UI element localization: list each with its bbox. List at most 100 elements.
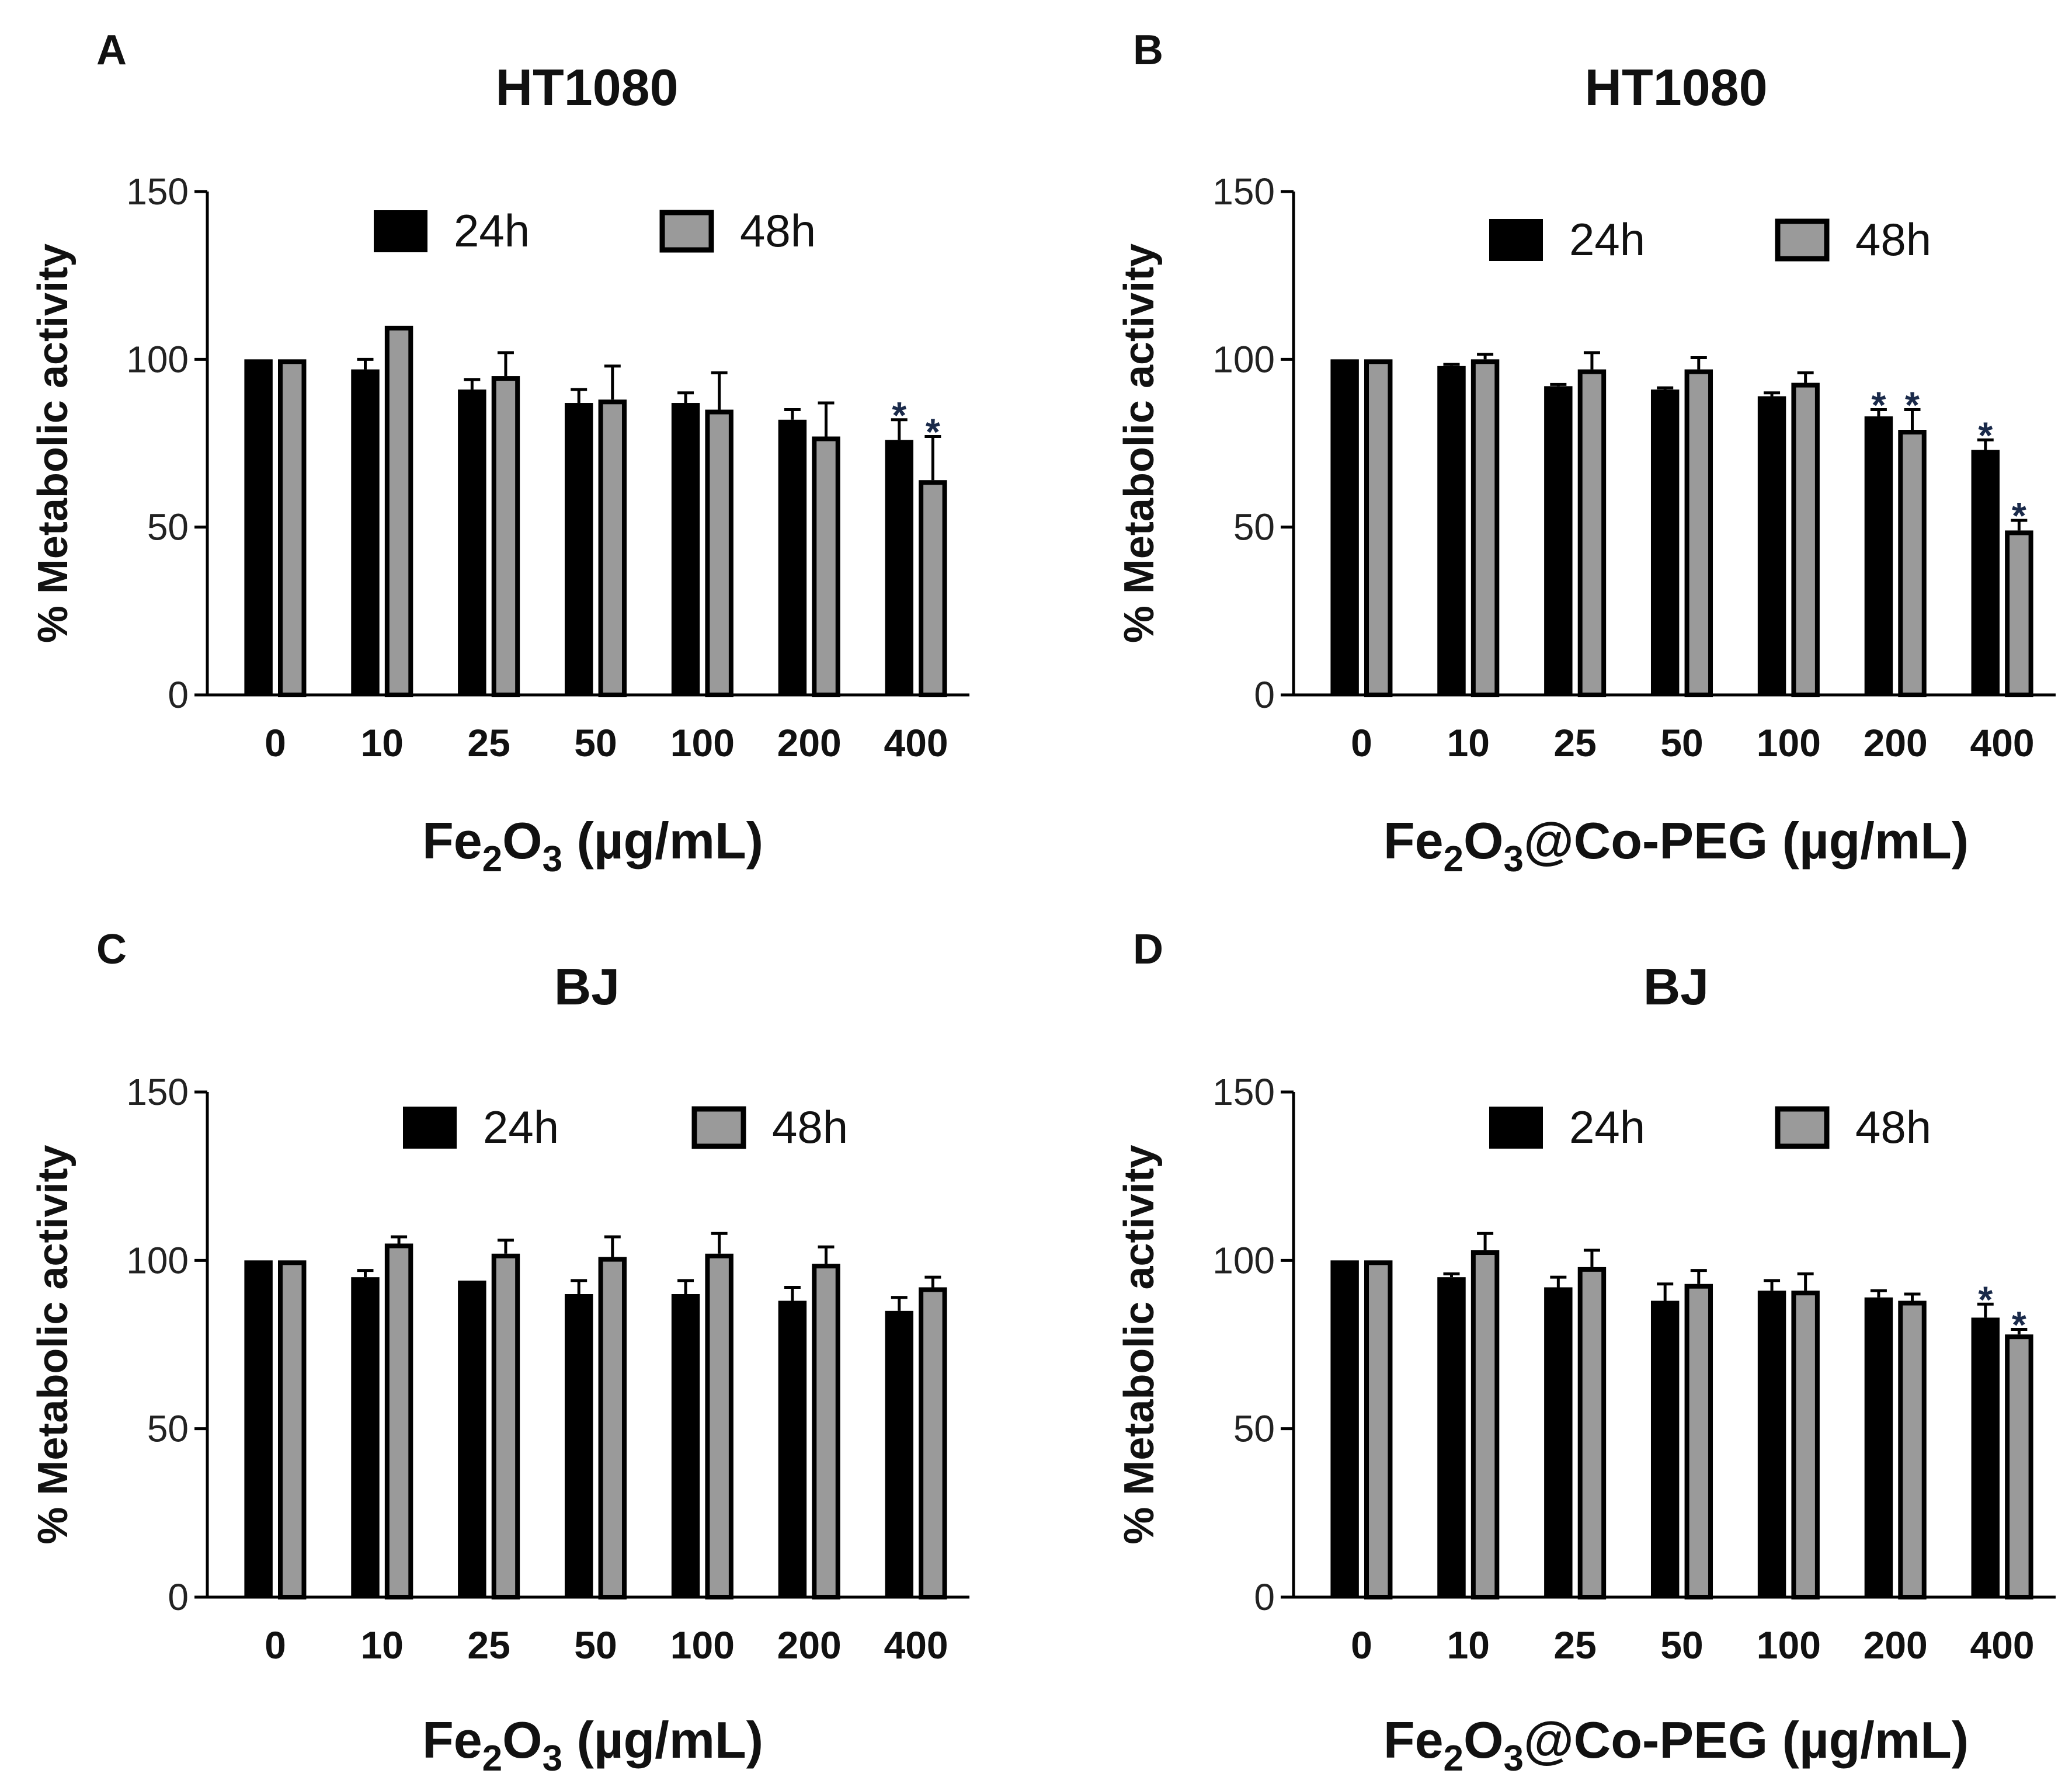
bar-24h-200 — [778, 1300, 807, 1597]
bar-24h-100 — [1757, 396, 1786, 695]
x-tick-label: 50 — [1660, 1623, 1703, 1667]
x-tick-label: 25 — [467, 1623, 510, 1667]
x-axis-label: Fe2O3@Co-PEG (µg/mL) — [1383, 1711, 1969, 1779]
x-tick-label: 25 — [1553, 721, 1596, 764]
bar-48h-100 — [1791, 1291, 1820, 1600]
y-tick-label: 0 — [1254, 674, 1275, 716]
panel-a: A HT1080 0 50 100 150 % Metabolic activity 0 10 2… — [30, 27, 969, 879]
x-tick-label: 0 — [265, 1623, 286, 1667]
x-tick-label: 0 — [265, 721, 286, 764]
legend-swatch-48h — [659, 210, 714, 253]
bar-24h-100 — [1757, 1291, 1786, 1597]
bar-48h-10 — [1470, 359, 1500, 697]
bar-48h-25 — [1577, 1267, 1607, 1600]
legend-label-48h: 48h — [772, 1101, 848, 1153]
x-tick-label: 100 — [670, 721, 735, 764]
panel-letter: A — [96, 27, 127, 74]
bar-24h-10 — [351, 1277, 380, 1597]
x-tick-label: 25 — [467, 721, 510, 764]
panel-letter: B — [1133, 27, 1163, 74]
bar-24h-100 — [671, 1294, 700, 1597]
x-tick-label: 200 — [777, 721, 842, 764]
x-axis-label-sub2: 3 — [1503, 1738, 1523, 1779]
x-tick-label: 10 — [1447, 1623, 1490, 1667]
legend-label-24h: 24h — [1569, 214, 1645, 265]
x-axis-label-prefix: Fe — [422, 1711, 482, 1769]
x-axis-label-sub2: 3 — [543, 839, 562, 879]
y-tick-label: 50 — [1233, 506, 1275, 548]
x-tick-label: 200 — [1864, 1623, 1928, 1667]
significance-star: * — [1978, 1278, 1993, 1320]
y-axis-label: % Metabolic activity — [1116, 1145, 1163, 1544]
bar-48h-50 — [1684, 1284, 1713, 1599]
x-axis-label-sub1: 2 — [482, 839, 502, 879]
x-axis-label-suffix: (µg/mL) — [562, 1711, 763, 1769]
bar-48h-400 — [919, 480, 947, 697]
x-tick-label: 50 — [1660, 721, 1703, 764]
bar-48h-200 — [812, 1264, 840, 1600]
bar-48h-200 — [1898, 1300, 1927, 1600]
x-axis-label-suffix: @Co-PEG (µg/mL) — [1524, 1711, 1969, 1769]
y-tick-label: 0 — [168, 1576, 189, 1618]
significance-star: * — [1871, 384, 1886, 426]
bar-24h-200 — [1864, 416, 1893, 695]
x-tick-label: 10 — [361, 1623, 404, 1667]
x-tick-label: 50 — [574, 1623, 617, 1667]
x-axis-label: Fe2O3@Co-PEG (µg/mL) — [1383, 812, 1969, 879]
bar-48h-10 — [384, 1243, 413, 1599]
bar-24h-50 — [564, 403, 593, 695]
bar-24h-0 — [244, 359, 273, 695]
panel-d: D BJ 0 50 100 150 % Metabolic activity 0 10 25 50 1… — [1116, 926, 2056, 1779]
panel-b: B HT1080 0 50 100 150 % Metabolic activity 0 10 2… — [1116, 27, 2056, 879]
bar-48h-0 — [278, 1260, 307, 1599]
y-tick-label: 50 — [147, 506, 189, 548]
bar-24h-400 — [1971, 450, 2000, 695]
bar-24h-0 — [1330, 1260, 1359, 1597]
legend-swatch-24h — [403, 1107, 457, 1149]
bar-48h-10 — [384, 325, 413, 697]
y-tick-label: 50 — [1233, 1408, 1275, 1450]
bar-48h-10 — [1470, 1250, 1500, 1600]
bar-24h-400 — [885, 440, 913, 695]
panel-letter: C — [96, 926, 127, 973]
x-tick-label: 0 — [1351, 721, 1372, 764]
bar-24h-100 — [671, 403, 700, 695]
significance-star: * — [926, 411, 940, 453]
chart-title: HT1080 — [1584, 58, 1767, 116]
y-axis-label: % Metabolic activity — [1116, 244, 1163, 643]
x-tick-label: 100 — [1757, 721, 1821, 764]
significance-star: * — [2012, 495, 2026, 537]
y-tick-label: 150 — [1212, 171, 1275, 213]
bar-24h-25 — [458, 390, 486, 695]
y-tick-label: 100 — [1212, 1239, 1275, 1281]
bar-24h-0 — [244, 1260, 273, 1597]
bar-24h-50 — [1650, 1300, 1680, 1597]
legend-label-24h: 24h — [454, 205, 530, 256]
x-tick-label: 200 — [1864, 721, 1928, 764]
bar-48h-100 — [705, 409, 733, 697]
y-tick-label: 0 — [1254, 1576, 1275, 1618]
bar-48h-50 — [598, 399, 627, 697]
bar-48h-0 — [1364, 359, 1393, 697]
legend-label-48h: 48h — [740, 205, 816, 256]
legend-swatch-24h — [1489, 219, 1543, 261]
bar-48h-25 — [1577, 369, 1607, 697]
bar-48h-100 — [1791, 382, 1820, 697]
bar-24h-50 — [1650, 390, 1680, 695]
y-axis-label: % Metabolic activity — [30, 244, 77, 643]
x-axis-label-suffix: @Co-PEG (µg/mL) — [1524, 812, 1969, 870]
x-axis-label-sub1: 2 — [1444, 839, 1463, 879]
x-axis-label-prefix: Fe — [422, 812, 482, 870]
significance-star: * — [892, 394, 906, 436]
x-tick-label: 10 — [1447, 721, 1490, 764]
x-tick-label: 400 — [1970, 721, 2035, 764]
bar-24h-50 — [564, 1294, 593, 1597]
legend-swatch-48h — [1775, 218, 1830, 262]
x-tick-label: 100 — [670, 1623, 735, 1667]
y-tick-label: 150 — [126, 1071, 189, 1113]
legend-label-48h: 48h — [1855, 1101, 1931, 1153]
x-axis-label-mid: O — [1463, 1711, 1503, 1769]
bar-48h-100 — [705, 1253, 733, 1600]
bar-48h-400 — [2005, 530, 2033, 697]
